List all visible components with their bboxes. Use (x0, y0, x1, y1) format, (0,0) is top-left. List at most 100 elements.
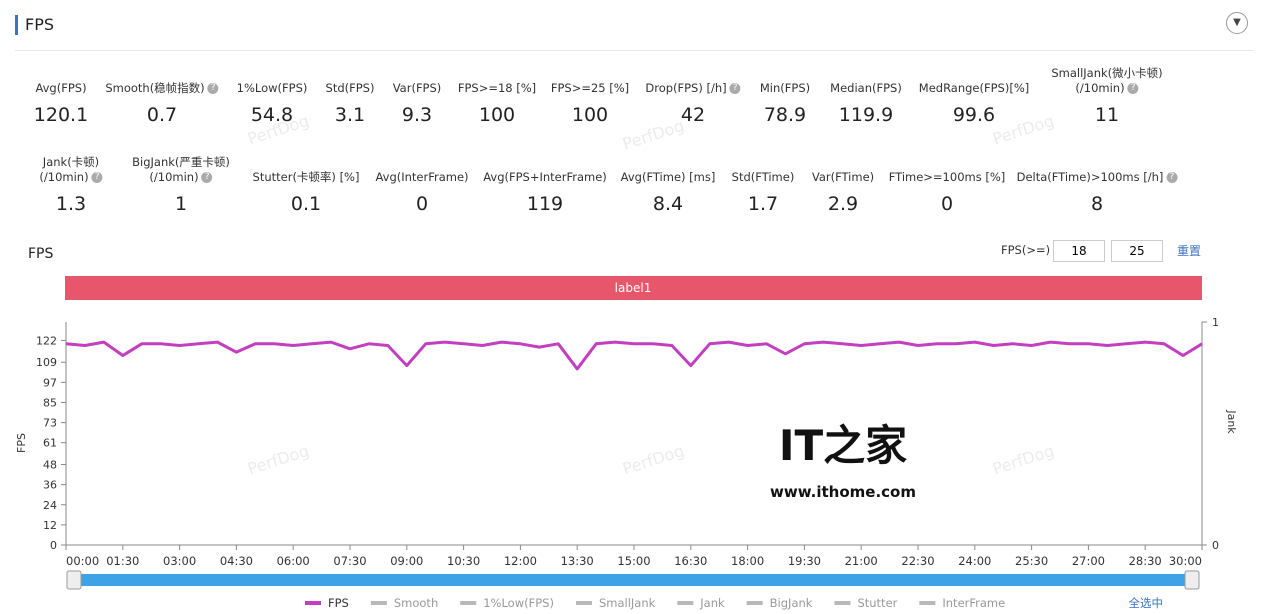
x-tick-label: 27:00 (1072, 554, 1105, 568)
legend-label: SmallJank (599, 596, 656, 610)
help-icon[interactable]: ? (91, 172, 103, 183)
stat-label: BigJank(严重卡顿) (/10min)? (132, 155, 230, 185)
stat-label: Std(FTime) (732, 155, 795, 185)
y2-axis-label: Jank (1225, 409, 1238, 434)
reset-link[interactable]: 重置 (1177, 244, 1202, 258)
stat-value: 1.7 (747, 193, 779, 215)
y-tick-label: 36 (43, 479, 57, 492)
help-icon[interactable]: ? (729, 83, 741, 94)
help-icon[interactable]: ? (1127, 83, 1139, 94)
stat-label: Avg(FTime) [ms] (621, 155, 716, 185)
stat-value: 1.3 (55, 193, 87, 215)
slider-handle[interactable] (66, 570, 82, 590)
site-url: www.ithome.com (770, 483, 916, 501)
threshold-input[interactable]: 18 (1053, 240, 1105, 262)
header-title: FPS (25, 15, 55, 34)
stat-value: 0.7 (146, 104, 178, 126)
help-icon[interactable]: ? (201, 172, 213, 183)
stat: Var(FTime) 2.9 (812, 155, 874, 215)
stat: Jank(卡顿) (/10min)? 1.3 (39, 155, 103, 215)
stat-label: Median(FPS) (830, 66, 902, 96)
threshold-input[interactable]: 25 (1111, 240, 1163, 262)
stat-label-line: Median(FPS) (830, 81, 902, 95)
stat-value: 119 (526, 193, 564, 215)
x-tick-label: 13:30 (561, 554, 594, 568)
stat-label-line: Delta(FTime)>100ms [/h]? (1017, 170, 1178, 185)
site-logo: IT之家 (779, 421, 907, 470)
y-tick-label: 73 (43, 417, 57, 430)
stat-value: 8 (1090, 193, 1104, 215)
x-tick-label: 09:00 (390, 554, 423, 568)
threshold-label: FPS(>=) (1001, 243, 1051, 257)
stat-label: FTime>=100ms [%] (889, 155, 1006, 185)
watermark: PerfDog (990, 111, 1056, 149)
stat-label-line: Min(FPS) (759, 81, 811, 95)
select-all-link[interactable]: 全选中 (1129, 596, 1164, 610)
stat-label-line: Std(FTime) (731, 170, 795, 184)
legend-label: FPS (328, 596, 349, 610)
y-axis-label: FPS (15, 433, 28, 453)
stat: Std(FPS) 3.1 (326, 66, 375, 126)
slider-handle[interactable] (1184, 570, 1200, 590)
stat-value: 120.1 (33, 104, 89, 126)
watermark: PerfDog (620, 441, 686, 479)
x-tick-label: 04:30 (220, 554, 253, 568)
x-tick-label: 12:00 (504, 554, 537, 568)
x-tick-label: 07:30 (333, 554, 366, 568)
stat-label-line: FPS>=18 [%] (457, 81, 537, 95)
stat-label: FPS>=25 [%] (551, 66, 629, 96)
stat-label: Var(FTime) (812, 155, 874, 185)
x-tick-label: 00:00 (66, 554, 99, 568)
stat: SmallJank(微小卡顿) (/10min)? 11 (1051, 66, 1162, 126)
stat-label-line: Avg(FTime) [ms] (620, 170, 716, 184)
stat-label: SmallJank(微小卡顿) (/10min)? (1051, 66, 1162, 96)
stat-label: Avg(InterFrame) (375, 155, 468, 185)
watermark: PerfDog (990, 441, 1056, 479)
stat: Avg(InterFrame) 0 (375, 155, 468, 215)
x-tick-label: 01:30 (106, 554, 139, 568)
stat: Min(FPS) 78.9 (760, 66, 810, 126)
stat-label: MedRange(FPS)[%] (919, 66, 1029, 96)
y-tick-label: 85 (43, 396, 57, 409)
x-tick-label: 21:00 (845, 554, 878, 568)
header-bar (15, 15, 18, 35)
stat-label: Std(FPS) (326, 66, 375, 96)
stat: Avg(FPS) 120.1 (34, 66, 88, 126)
stat: FPS>=18 [%] 100 (458, 66, 536, 126)
stat-label-line: Avg(FPS) (35, 81, 87, 95)
divider (15, 50, 1253, 51)
x-tick-label: 06:00 (277, 554, 310, 568)
stat-value: 2.9 (827, 193, 859, 215)
stat-label: Stutter(卡顿率) [%] (253, 155, 360, 185)
x-tick-label: 22:30 (901, 554, 934, 568)
label-band (65, 276, 1202, 300)
stat-label: Smooth(稳帧指数)? (105, 66, 219, 96)
stat-label-line: Drop(FPS) [/h]? (645, 81, 741, 96)
x-tick-label: 19:30 (788, 554, 821, 568)
stat-value: 78.9 (763, 104, 807, 126)
collapse-button[interactable]: ▼ (1226, 12, 1248, 34)
stat: Var(FPS) 9.3 (393, 66, 442, 126)
x-tick-label: 16:30 (674, 554, 707, 568)
x-tick-label: 10:30 (447, 554, 480, 568)
stat: Delta(FTime)>100ms [/h]? 8 (1017, 155, 1178, 215)
stat-label: Avg(FPS+InterFrame) (483, 155, 607, 185)
stat: Median(FPS) 119.9 (830, 66, 902, 126)
stat: Stutter(卡顿率) [%] 0.1 (253, 155, 360, 215)
legend-label: Smooth (394, 596, 438, 610)
stat: BigJank(严重卡顿) (/10min)? 1 (132, 155, 230, 215)
stat-value: 42 (680, 104, 706, 126)
stat: Smooth(稳帧指数)? 0.7 (105, 66, 219, 126)
stat-value: 100 (571, 104, 609, 126)
band-label: label1 (615, 281, 652, 295)
chart-title: FPS (28, 246, 53, 262)
help-icon[interactable]: ? (207, 83, 219, 94)
stat-label-line: 1%Low(FPS) (236, 81, 308, 95)
watermark: PerfDog (620, 116, 686, 154)
watermark: PerfDog (245, 111, 311, 149)
help-icon[interactable]: ? (1166, 172, 1178, 183)
y2-tick-label: 0 (1212, 539, 1219, 552)
stat-label: Avg(FPS) (34, 66, 88, 96)
legend-label: Stutter (857, 596, 897, 610)
